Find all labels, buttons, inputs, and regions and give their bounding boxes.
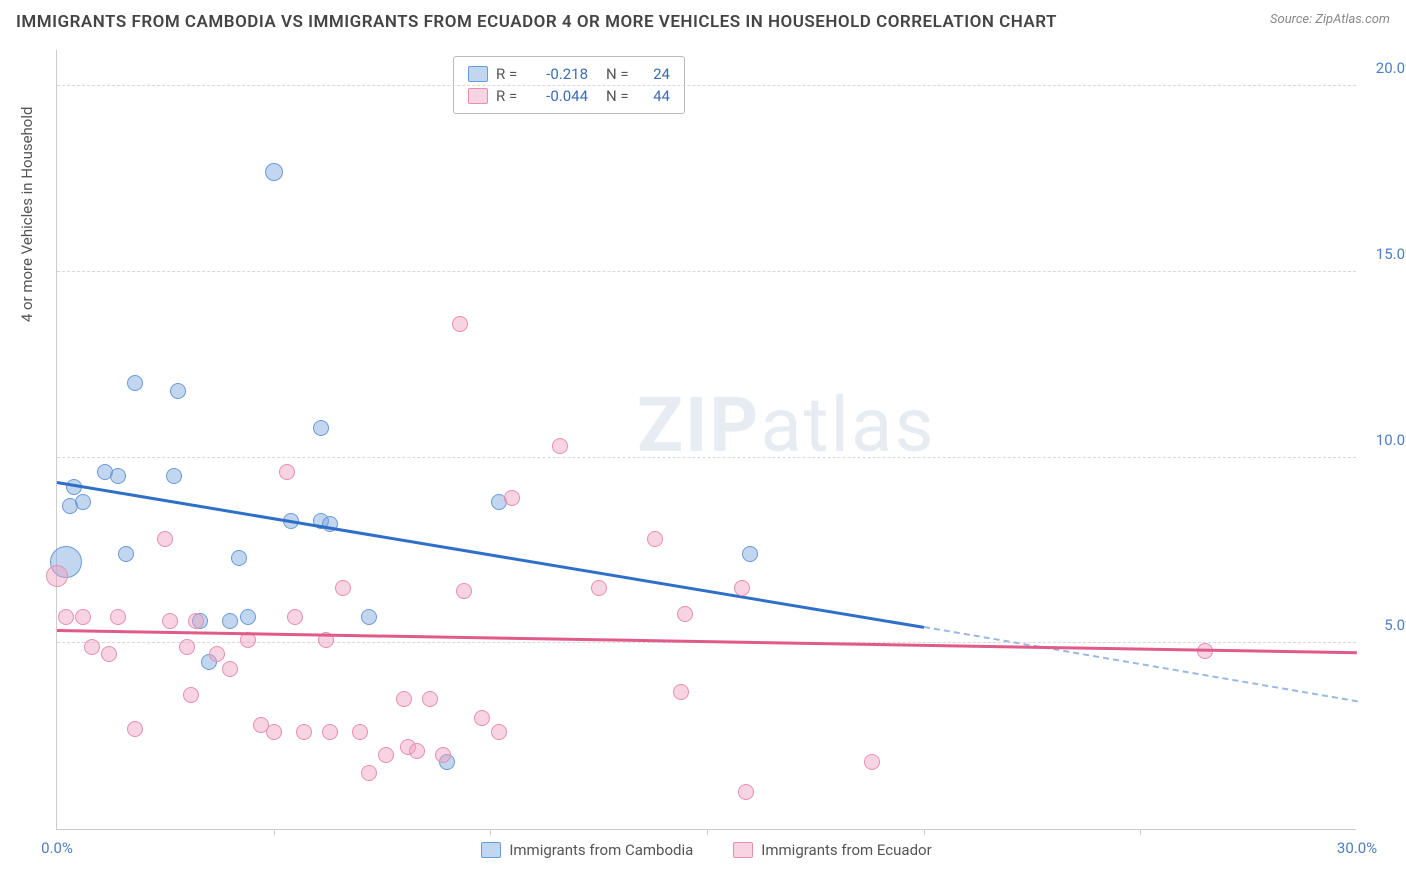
n-value-ecuador: 44 [642,87,670,105]
xtick [924,829,925,835]
data-point [361,609,377,625]
data-point [231,550,247,566]
r-label: R = [496,87,524,105]
data-point [452,316,468,332]
data-point [240,609,256,625]
swatch-ecuador [733,842,753,858]
data-point [361,765,377,781]
series-legend: Immigrants from Cambodia Immigrants from… [57,841,1356,859]
data-point [456,583,472,599]
data-point [435,747,451,763]
xtick [490,829,491,835]
data-point [422,691,438,707]
xtick [1140,829,1141,835]
data-point [591,580,607,596]
data-point [162,613,178,629]
data-point [287,609,303,625]
data-point [84,639,100,655]
n-value-cambodia: 24 [642,65,670,83]
swatch-ecuador [468,88,488,104]
data-point [491,724,507,740]
ytick-label: 15.0% [1364,245,1406,263]
trend-line-extension [923,626,1357,702]
data-point [266,724,282,740]
xtick [707,829,708,835]
data-point [647,531,663,547]
data-point [170,383,186,399]
legend-label-ecuador: Immigrants from Ecuador [761,841,931,859]
n-label: N = [606,65,634,83]
data-point [127,375,143,391]
data-point [474,710,490,726]
data-point [677,606,693,622]
data-point [409,743,425,759]
data-point [296,724,312,740]
xtick [274,829,275,835]
gridline [57,271,1356,272]
data-point [313,420,329,436]
scatter-chart: ZIPatlas R = -0.218 N = 24 R = -0.044 N … [56,50,1356,830]
data-point [378,747,394,763]
data-point [46,565,68,587]
r-label: R = [496,65,524,83]
data-point [118,546,134,562]
data-point [127,721,143,737]
data-point [110,468,126,484]
data-point [58,609,74,625]
data-point [183,687,199,703]
r-value-cambodia: -0.218 [532,65,588,83]
stats-row-cambodia: R = -0.218 N = 24 [468,63,670,85]
data-point [673,684,689,700]
data-point [166,468,182,484]
data-point [396,691,412,707]
legend-item-cambodia: Immigrants from Cambodia [481,841,693,859]
legend-label-cambodia: Immigrants from Cambodia [509,841,693,859]
swatch-cambodia [468,66,488,82]
data-point [742,546,758,562]
data-point [75,494,91,510]
xtick-label: 30.0% [1337,839,1377,857]
n-label: N = [606,87,634,105]
data-point [738,784,754,800]
xtick-label: 0.0% [41,839,73,857]
data-point [279,464,295,480]
data-point [504,490,520,506]
y-axis-label: 4 or more Vehicles in Household [18,107,36,323]
data-point [322,724,338,740]
data-point [222,613,238,629]
stats-row-ecuador: R = -0.044 N = 44 [468,85,670,107]
source-citation: Source: ZipAtlas.com [1270,12,1390,27]
page-title: IMMIGRANTS FROM CAMBODIA VS IMMIGRANTS F… [16,12,1057,32]
data-point [552,438,568,454]
data-point [209,646,225,662]
ytick-label: 20.0% [1364,59,1406,77]
gridline [57,85,1356,86]
data-point [352,724,368,740]
data-point [110,609,126,625]
gridline [57,457,1356,458]
data-point [864,754,880,770]
ytick-label: 10.0% [1364,431,1406,449]
swatch-cambodia [481,842,501,858]
r-value-ecuador: -0.044 [532,87,588,105]
data-point [335,580,351,596]
data-point [75,609,91,625]
data-point [265,163,283,181]
data-point [179,639,195,655]
data-point [222,661,238,677]
data-point [734,580,750,596]
data-point [188,613,204,629]
ytick-label: 5.0% [1364,616,1406,634]
data-point [101,646,117,662]
legend-item-ecuador: Immigrants from Ecuador [733,841,931,859]
data-point [157,531,173,547]
